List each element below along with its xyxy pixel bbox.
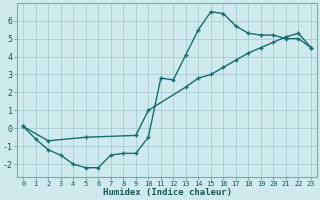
X-axis label: Humidex (Indice chaleur): Humidex (Indice chaleur)	[103, 188, 232, 197]
